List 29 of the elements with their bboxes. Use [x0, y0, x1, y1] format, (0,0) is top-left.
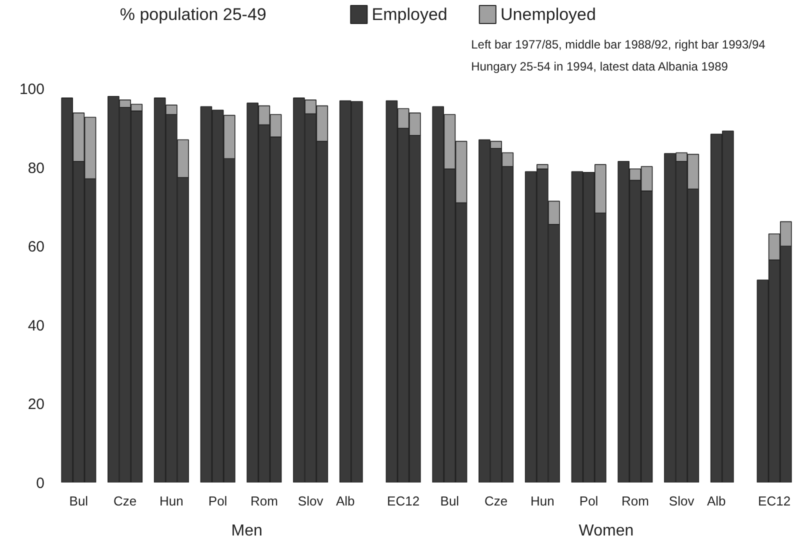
x-tick-label: Pol	[208, 494, 228, 508]
y-tick-label: 0	[36, 475, 44, 492]
x-tick-label: Cze	[114, 494, 137, 508]
x-tick-label: Alb	[336, 494, 355, 508]
y-tick-label: 100	[19, 81, 45, 98]
x-tick-label: Bul	[69, 494, 88, 508]
text: Women	[578, 522, 634, 540]
text: Hungary 25-54 in 1994, latest data Albania 1989	[471, 60, 728, 74]
x-tick-label: EC12	[387, 494, 420, 508]
x-tick-label: Slov	[298, 494, 324, 508]
y-tick-label: 40	[28, 317, 45, 334]
y-tick-label: 60	[28, 238, 45, 256]
legend-label: Unemployed	[500, 5, 596, 24]
x-tick-label: Pol	[579, 494, 598, 508]
y-tick-label: 80	[28, 160, 45, 177]
y-tick-label: 20	[28, 396, 45, 414]
text: Left bar 1977/85, middle bar 1988/92, right bar 1993/94	[471, 38, 766, 52]
x-tick-label: Alb	[706, 494, 726, 508]
x-tick-label: Hun	[530, 494, 554, 508]
text: Men	[231, 522, 262, 540]
x-tick-label: Slov	[668, 494, 695, 508]
x-tick-label: Bul	[440, 494, 460, 508]
y-axis-title: % population 25-49	[120, 5, 266, 24]
x-tick-label: Rom	[621, 494, 649, 508]
x-tick-label: Hun	[160, 494, 184, 508]
x-tick-label: Rom	[250, 494, 278, 508]
legend-label: Employed	[372, 5, 448, 24]
x-tick-label: EC12	[758, 494, 791, 508]
x-tick-label: Cze	[484, 494, 508, 508]
